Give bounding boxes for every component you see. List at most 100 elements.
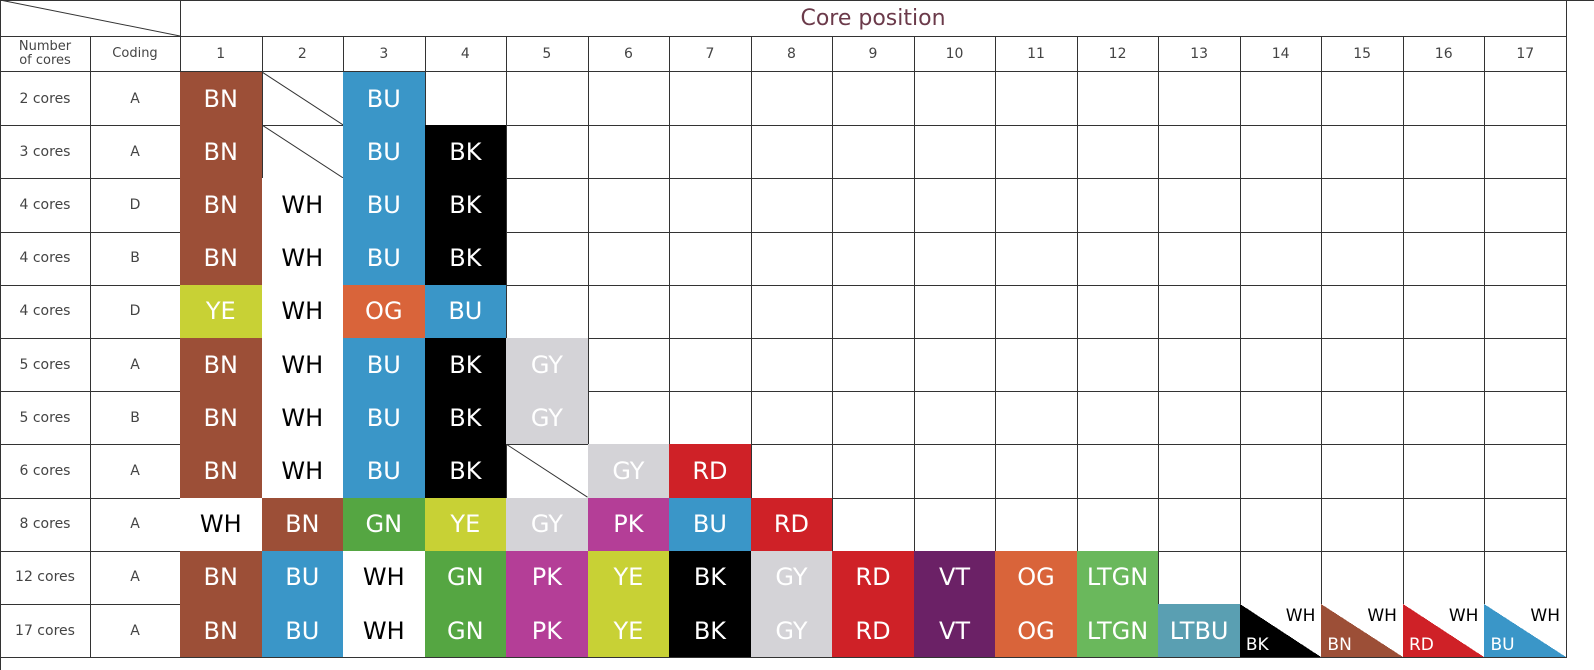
color-cell: BU — [424, 284, 508, 339]
empty-cell — [1402, 391, 1486, 446]
code-label: BK — [1245, 635, 1269, 656]
empty-cell — [1402, 550, 1486, 605]
color-cell: OG — [343, 284, 426, 339]
diagonal — [262, 125, 344, 178]
color-cell: PK — [506, 604, 589, 659]
color-cell: BK — [424, 391, 508, 446]
color-cell: BN — [261, 497, 345, 552]
empty-cell — [669, 338, 752, 393]
color-cell: YE — [180, 284, 263, 339]
column-header: 3 — [343, 36, 426, 72]
color-cell: YE — [587, 550, 671, 605]
empty-cell — [1239, 550, 1323, 605]
column-header: 17 — [1484, 36, 1567, 72]
coding-cell: B — [90, 391, 181, 446]
diagonal — [0, 0, 180, 36]
empty-cell — [587, 178, 671, 233]
empty-cell — [1484, 284, 1567, 339]
color-cell: GY — [506, 497, 589, 552]
cores-cell: 3 cores — [1, 125, 91, 180]
empty-cell — [913, 178, 997, 233]
empty-cell — [913, 231, 997, 286]
empty-cell — [587, 72, 671, 127]
empty-cell — [1076, 444, 1160, 499]
diagonal — [262, 72, 344, 125]
code-label: BN — [1327, 635, 1352, 656]
empty-cell — [1321, 391, 1404, 446]
color-cell: RD — [832, 604, 915, 659]
color-cell: BK — [424, 231, 508, 286]
color-cell: BN — [180, 604, 263, 659]
empty-cell — [1239, 125, 1323, 180]
empty-cell — [1239, 444, 1323, 499]
empty-cell — [1321, 338, 1404, 393]
empty-cell — [1402, 72, 1486, 127]
coding-cell: B — [90, 231, 181, 286]
empty-cell — [669, 391, 752, 446]
color-cell: BN — [180, 550, 263, 605]
cores-cell: 4 cores — [1, 178, 91, 233]
column-header: 13 — [1158, 36, 1241, 72]
split-cell: WH BU — [1484, 604, 1567, 659]
color-cell: BU — [343, 72, 426, 127]
column-header: 14 — [1239, 36, 1323, 72]
color-cell: VT — [913, 550, 997, 605]
coding-cell: A — [90, 72, 181, 127]
empty-cell — [832, 178, 915, 233]
column-header: 7 — [669, 36, 752, 72]
color-cell: WH — [261, 284, 345, 339]
color-cell: BU — [343, 391, 426, 446]
empty-cell — [995, 444, 1078, 499]
empty-cell — [913, 497, 997, 552]
column-header: 9 — [832, 36, 915, 72]
empty-cell — [1239, 284, 1323, 339]
column-header: 5 — [506, 36, 589, 72]
color-cell: BN — [180, 125, 263, 180]
empty-cell — [750, 72, 834, 127]
row-header: Number of cores — [1, 36, 91, 72]
empty-cell — [832, 338, 915, 393]
color-cell: BU — [261, 550, 345, 605]
empty-cell — [832, 125, 915, 180]
empty-cell — [587, 338, 671, 393]
empty-cell — [1158, 550, 1241, 605]
struck-cell — [261, 125, 345, 180]
empty-cell — [995, 338, 1078, 393]
coding-cell: A — [90, 550, 181, 605]
split-cell: WH BN — [1321, 604, 1404, 659]
empty-cell — [1402, 338, 1486, 393]
empty-cell — [1484, 444, 1567, 499]
color-cell: BU — [343, 125, 426, 180]
color-cell: YE — [587, 604, 671, 659]
empty-cell — [995, 178, 1078, 233]
empty-cell — [1484, 338, 1567, 393]
empty-cell — [424, 72, 508, 127]
color-cell: BN — [180, 444, 263, 499]
empty-cell — [1239, 231, 1323, 286]
empty-cell — [1239, 338, 1323, 393]
empty-cell — [750, 178, 834, 233]
empty-cell — [1402, 444, 1486, 499]
coding-cell: A — [90, 604, 181, 659]
color-cell: BU — [343, 338, 426, 393]
empty-cell — [1158, 284, 1241, 339]
split-cell: WH RD — [1402, 604, 1486, 659]
empty-cell — [1158, 231, 1241, 286]
empty-cell — [750, 391, 834, 446]
empty-cell — [1076, 178, 1160, 233]
color-cell: GY — [587, 444, 671, 499]
empty-cell — [913, 391, 997, 446]
struck-cell — [261, 72, 345, 127]
empty-cell — [1402, 497, 1486, 552]
empty-cell — [1484, 231, 1567, 286]
color-cell: PK — [587, 497, 671, 552]
cores-cell: 5 cores — [1, 338, 91, 393]
cores-cell: 4 cores — [1, 284, 91, 339]
column-header: 2 — [261, 36, 345, 72]
empty-cell — [1484, 72, 1567, 127]
coding-cell: A — [90, 338, 181, 393]
empty-cell — [995, 125, 1078, 180]
struck-cell — [506, 444, 589, 499]
color-cell: RD — [832, 550, 915, 605]
empty-cell — [750, 284, 834, 339]
